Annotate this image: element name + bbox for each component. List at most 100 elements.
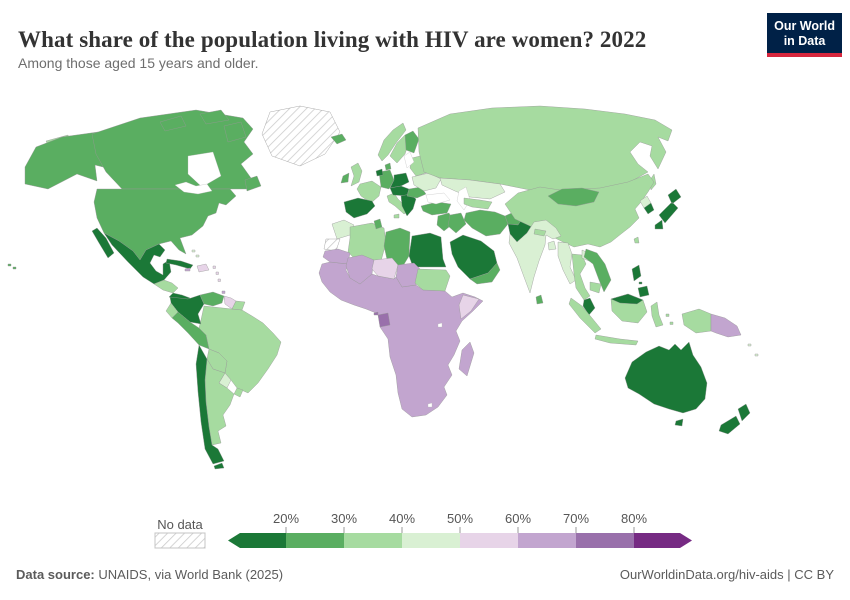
country-iran[interactable]	[463, 209, 509, 237]
country-indonesia-sulawesi[interactable]	[650, 301, 664, 328]
country-malaysia-borneo[interactable]	[610, 293, 644, 305]
footer: Data source: UNAIDS, via World Bank (202…	[0, 561, 850, 582]
country-trinidad[interactable]	[221, 290, 226, 294]
country-lesser-antilles[interactable]	[212, 265, 221, 282]
country-hispaniola[interactable]	[196, 263, 210, 273]
page-title: What share of the population living with…	[18, 27, 647, 53]
country-australia-tasmania[interactable]	[674, 418, 684, 427]
country-central-asia[interactable]	[463, 197, 493, 210]
great-lakes	[174, 181, 213, 195]
country-pacific-islands[interactable]	[747, 343, 759, 357]
country-nepal[interactable]	[533, 228, 547, 237]
footer-source-value: UNAIDS, via World Bank (2025)	[94, 567, 284, 582]
country-canada-newfoundland[interactable]	[244, 175, 262, 192]
country-yemen-oman[interactable]	[469, 262, 501, 285]
lake-victoria	[437, 322, 443, 328]
legend-bin-50-60[interactable]	[460, 533, 518, 548]
country-egypt[interactable]	[408, 232, 447, 268]
footer-source: Data source: UNAIDS, via World Bank (202…	[16, 567, 283, 582]
country-malaysia[interactable]	[582, 297, 596, 316]
country-mongolia[interactable]	[547, 187, 600, 207]
country-australia[interactable]	[624, 341, 708, 414]
country-indonesia-papua[interactable]	[681, 308, 712, 334]
country-mexico[interactable]	[103, 232, 172, 285]
footer-source-label: Data source:	[16, 567, 95, 582]
country-indonesia-sumatra[interactable]	[568, 297, 602, 334]
country-philippines[interactable]	[631, 264, 650, 298]
legend-bin-70-80[interactable]	[576, 533, 634, 548]
country-new-zealand[interactable]	[718, 403, 751, 435]
country-indonesia-java[interactable]	[594, 334, 639, 346]
legend-bin-lt20[interactable]	[228, 533, 286, 548]
legend-bin-30-40[interactable]	[344, 533, 402, 548]
country-papua-new-guinea[interactable]	[710, 313, 742, 338]
country-niger[interactable]	[371, 257, 399, 280]
owid-logo[interactable]: Our World in Data	[767, 13, 842, 57]
country-somalia[interactable]	[458, 294, 480, 320]
hudson-bay	[187, 151, 222, 188]
country-vietnam[interactable]	[583, 248, 612, 293]
country-canada-arctic-1[interactable]	[159, 115, 187, 132]
legend-no-data-label: No data	[157, 517, 203, 532]
country-usa[interactable]	[93, 188, 237, 261]
black-sea	[425, 192, 451, 205]
owid-logo-line2: in Data	[783, 33, 826, 48]
legend-bin-40-50[interactable]	[402, 533, 460, 548]
country-finland[interactable]	[404, 130, 420, 154]
country-sri-lanka[interactable]	[535, 294, 544, 305]
legend-bin-gt80[interactable]	[634, 533, 692, 548]
country-chad[interactable]	[395, 262, 421, 288]
country-canada-arctic-2[interactable]	[199, 109, 230, 125]
country-thailand[interactable]	[571, 253, 591, 301]
country-taiwan[interactable]	[633, 236, 640, 244]
country-cambodia[interactable]	[589, 281, 602, 294]
country-greenland[interactable]	[261, 105, 341, 167]
country-venezuela[interactable]	[199, 291, 225, 307]
country-ireland[interactable]	[340, 172, 350, 184]
legend-tick-label-60: 60%	[505, 511, 531, 526]
country-canada-baffin[interactable]	[223, 121, 247, 143]
country-usa-hawaii[interactable]	[7, 263, 17, 270]
country-gabon[interactable]	[377, 312, 391, 328]
country-tierra-del-fuego[interactable]	[213, 462, 225, 470]
country-norway[interactable]	[377, 122, 407, 162]
country-indonesia-moluccas[interactable]	[665, 313, 674, 325]
country-india[interactable]	[508, 219, 562, 294]
country-jamaica[interactable]	[184, 267, 191, 272]
country-czech-austria-hungary[interactable]	[389, 185, 410, 197]
country-bahamas[interactable]	[191, 249, 200, 258]
country-spain[interactable]	[343, 197, 376, 219]
country-madagascar[interactable]	[458, 341, 475, 377]
legend-tick-label-80: 80%	[621, 511, 647, 526]
country-tunisia[interactable]	[373, 218, 383, 230]
country-south-korea[interactable]	[643, 202, 655, 215]
footer-credit-link[interactable]: OurWorldinData.org/hiv-aids | CC BY	[619, 567, 834, 582]
legend-tick-label-30: 30%	[331, 511, 357, 526]
country-iraq[interactable]	[447, 212, 467, 234]
legend-bin-20-30[interactable]	[286, 533, 344, 548]
country-mexico-baja[interactable]	[91, 227, 115, 259]
country-japan[interactable]	[654, 188, 682, 230]
country-france[interactable]	[356, 180, 382, 204]
country-chile[interactable]	[195, 344, 225, 465]
owid-logo-line1: Our World	[774, 19, 835, 33]
legend-bin-60-70[interactable]	[518, 533, 576, 548]
country-guatemala-region[interactable]	[153, 279, 179, 294]
country-uruguay[interactable]	[233, 387, 244, 398]
country-uk[interactable]	[350, 162, 363, 187]
map-legend: No data 20% 30% 40% 50% 60% 70% 80%	[0, 505, 850, 557]
country-iceland[interactable]	[330, 133, 347, 145]
country-sudan[interactable]	[414, 268, 451, 292]
country-mauritania[interactable]	[322, 248, 351, 265]
country-bangladesh[interactable]	[547, 240, 557, 251]
legend-no-data-swatch[interactable]	[154, 532, 206, 549]
page-subtitle: Among those aged 15 years and older.	[18, 55, 259, 71]
country-suriname-guiana[interactable]	[231, 300, 246, 311]
country-libya[interactable]	[383, 227, 411, 267]
world-choropleth-map	[0, 92, 850, 507]
country-netherlands[interactable]	[375, 168, 384, 177]
country-mali[interactable]	[345, 254, 375, 285]
country-denmark[interactable]	[384, 162, 392, 171]
country-peru[interactable]	[171, 311, 210, 350]
country-kazakhstan[interactable]	[439, 177, 506, 200]
